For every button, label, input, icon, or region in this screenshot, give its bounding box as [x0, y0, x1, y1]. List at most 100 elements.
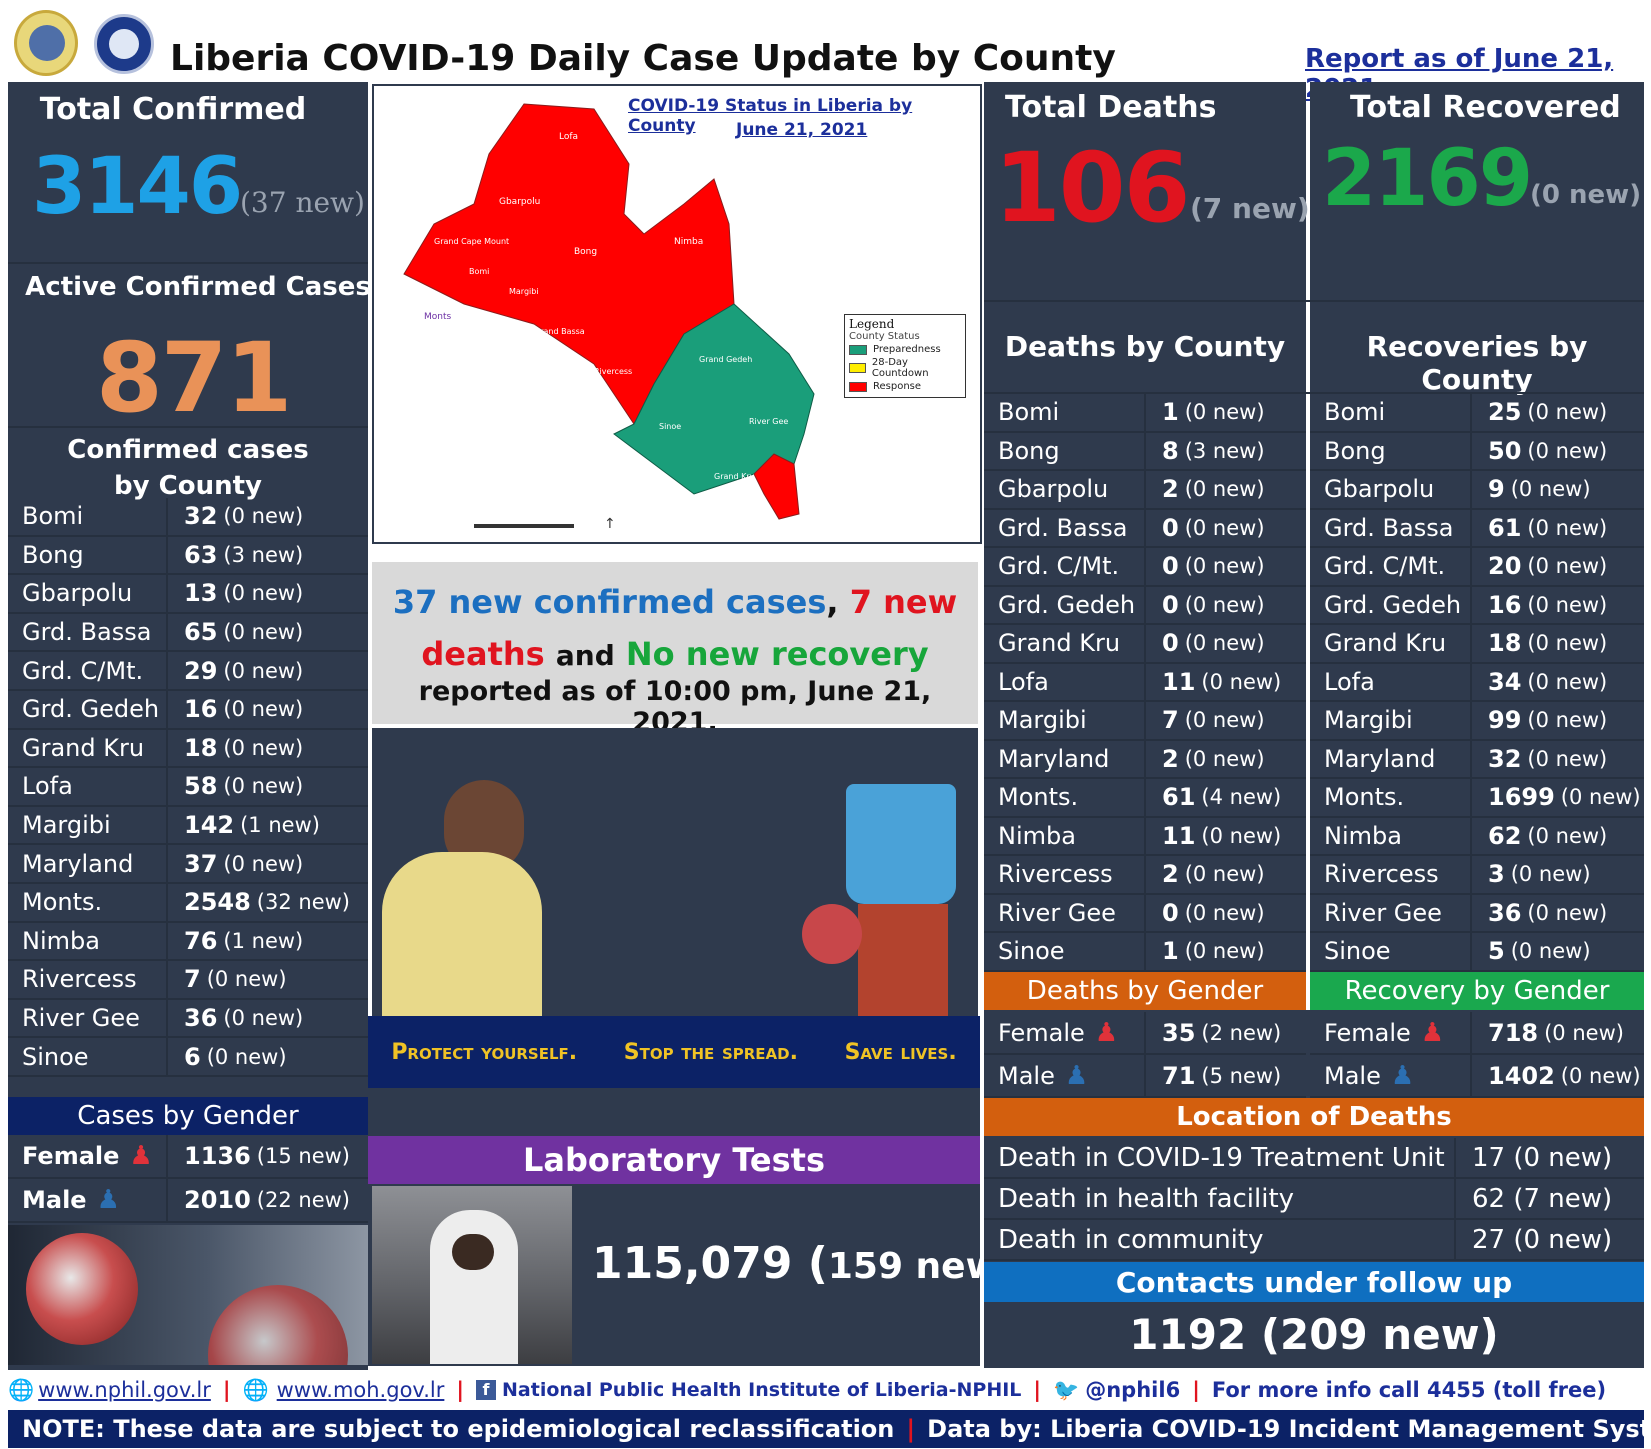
row-label: Lofa: [984, 663, 1146, 700]
row-value: 34 (0 new): [1488, 667, 1608, 696]
row-value: 50 (0 new): [1488, 436, 1608, 465]
row-value: 25 (0 new): [1488, 398, 1608, 427]
row-label: Grand Kru: [8, 729, 168, 767]
total-confirmed-title: Total Confirmed: [39, 92, 307, 127]
moh-website-link[interactable]: www.moh.gov.lr: [276, 1378, 445, 1402]
row-label: Female ♟: [984, 1012, 1146, 1053]
row-value: 61 (0 new): [1488, 513, 1608, 542]
map-legend: Legend County Status Preparedness 28-Day …: [844, 314, 966, 398]
location-deaths-row: Death in community 27 (0 new): [984, 1220, 1644, 1261]
total-deaths-value: 106: [994, 132, 1190, 244]
facebook-link[interactable]: National Public Health Institute of Libe…: [502, 1379, 1022, 1401]
row-value: 63 (3 new): [184, 540, 304, 569]
row-value: 76 (1 new): [184, 926, 304, 955]
row-value: 18 (0 new): [1488, 629, 1608, 658]
recovery-county-row: Bomi 25 (0 new): [1310, 394, 1644, 433]
recovery-county-row: Grd. Bassa 61 (0 new): [1310, 509, 1644, 548]
globe-icon: 🌐: [8, 1377, 35, 1402]
row-value: 1699 (0 new): [1488, 783, 1641, 812]
location-value: 27 (0 new): [1472, 1224, 1613, 1255]
contacts-panel: [984, 1302, 1644, 1368]
row-value: 58 (0 new): [184, 772, 304, 801]
recovered-panel: [1310, 82, 1644, 982]
row-label: Gbarpolu: [984, 471, 1146, 508]
row-label: Grd. Gedeh: [984, 586, 1146, 623]
map-county-label: Monts: [424, 312, 452, 322]
lab-tests-band: Laboratory Tests: [368, 1136, 980, 1184]
deaths-county-title: Deaths by County: [1004, 330, 1286, 363]
legend-swatch: [849, 363, 866, 373]
deaths-county-row: River Gee 0 (0 new): [984, 894, 1306, 933]
active-cases-value: 871: [96, 322, 292, 434]
twitter-link[interactable]: @nphil6: [1085, 1378, 1181, 1402]
location-value: 62 (7 new): [1472, 1183, 1613, 1214]
row-label: Lofa: [8, 768, 168, 805]
row-value: 35 (2 new): [1162, 1018, 1282, 1047]
row-label: Sinoe: [8, 1038, 168, 1075]
row-label: Nimba: [1310, 817, 1472, 854]
row-value: 2010 (22 new): [184, 1186, 350, 1214]
female-icon: ♟: [1094, 1017, 1119, 1048]
row-label: Male ♟: [8, 1179, 168, 1221]
recovery-county-row: Rivercess 3 (0 new): [1310, 856, 1644, 895]
row-label: Grand Kru: [1310, 625, 1472, 662]
location-label: Death in health facility: [984, 1179, 1456, 1218]
cases-gender-band: Cases by Gender: [8, 1097, 368, 1135]
virus-image: [8, 1225, 368, 1365]
row-value: 5 (0 new): [1488, 937, 1591, 966]
deaths-county-row: Grd. Gedeh 0 (0 new): [984, 586, 1306, 625]
row-value: 11 (0 new): [1162, 821, 1282, 850]
total-recovered-value: 2169: [1322, 134, 1533, 224]
lab-tests-new: 159 new: [827, 1246, 999, 1287]
row-value: 32 (0 new): [184, 502, 304, 531]
summary-new-deaths: 7 new deaths: [421, 583, 958, 673]
total-deaths-title: Total Deaths: [1005, 90, 1217, 125]
row-value: 0 (0 new): [1162, 629, 1265, 658]
deaths-gender-row: Female ♟ 35 (2 new): [984, 1012, 1306, 1055]
deaths-county-row: Sinoe 1 (0 new): [984, 933, 1306, 972]
total-recovered-new: (0 new): [1530, 180, 1642, 210]
row-label: Margibi: [984, 702, 1146, 739]
row-label: River Gee: [1310, 894, 1472, 931]
lab-tests-total: 115,079 (159 new): [592, 1238, 1019, 1289]
nphil-website-link[interactable]: www.nphil.gov.lr: [38, 1378, 211, 1402]
row-value: 65 (0 new): [184, 618, 304, 647]
toll-free-info: For more info call 4455 (toll free): [1211, 1378, 1607, 1402]
legend-item: Response: [849, 381, 961, 392]
map-county-label: Grand Kru: [714, 472, 755, 481]
map-county-label: Grand Gedeh: [699, 355, 752, 364]
confirmed-county-row: Grd. C/Mt. 29 (0 new): [8, 652, 368, 691]
map-county-label: Lofa: [559, 132, 578, 142]
recovery-county-row: Sinoe 5 (0 new): [1310, 933, 1644, 972]
legend-title: Legend: [849, 317, 895, 331]
row-value: 2 (0 new): [1162, 475, 1265, 504]
row-label: Nimba: [8, 922, 168, 960]
row-label: Grd. Bassa: [1310, 509, 1472, 546]
deaths-county-row: Grand Kru 0 (0 new): [984, 625, 1306, 664]
divider: [8, 262, 368, 264]
male-icon: ♟: [1064, 1060, 1089, 1091]
divider: [984, 300, 1644, 302]
map-scale-bar: [474, 524, 574, 528]
row-label: Grd. Gedeh: [8, 691, 168, 728]
recovery-county-row: Lofa 34 (0 new): [1310, 663, 1644, 702]
legend-item: Preparedness: [849, 344, 961, 355]
total-confirmed-new: (37 new): [240, 186, 365, 219]
row-value: 0 (0 new): [1162, 590, 1265, 619]
map-date: June 21, 2021: [736, 120, 868, 140]
nphil-logo: [94, 14, 154, 74]
row-value: 32 (0 new): [1488, 744, 1608, 773]
virus-icon: [208, 1285, 348, 1365]
confirmed-county-row: Gbarpolu 13 (0 new): [8, 575, 368, 614]
deaths-county-row: Grd. Bassa 0 (0 new): [984, 509, 1306, 548]
recovery-county-row: Maryland 32 (0 new): [1310, 740, 1644, 779]
map-county-label: Grand Cape Mount: [434, 237, 509, 246]
total-confirmed-value: 3146: [32, 142, 243, 232]
row-value: 61 (4 new): [1162, 783, 1282, 812]
recovery-gender-row: Female ♟ 718 (0 new): [1310, 1012, 1644, 1055]
row-label: Grd. C/Mt.: [984, 548, 1146, 585]
total-deaths-new: (7 new): [1190, 192, 1310, 225]
row-label: Female ♟: [8, 1135, 168, 1177]
confirmed-county-row: Bomi 32 (0 new): [8, 498, 368, 537]
map-title: COVID-19 Status in Liberia by County: [628, 96, 913, 136]
